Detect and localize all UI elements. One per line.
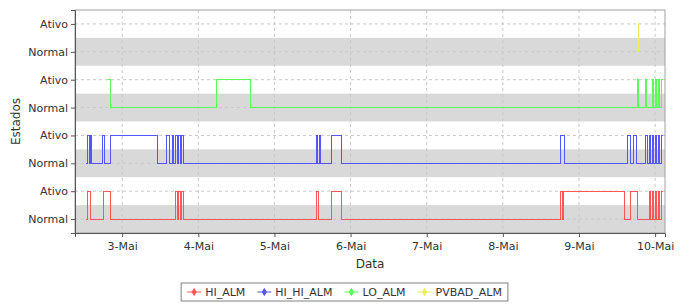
y-tick-label: Normal <box>28 213 68 226</box>
grid-line <box>502 10 503 233</box>
y-tick-mark <box>71 219 75 220</box>
y-tick: Ativo <box>40 74 75 87</box>
legend-item: HI_HI_ALM <box>257 286 332 299</box>
legend-marker <box>349 288 354 297</box>
band <box>75 38 665 66</box>
grid-line <box>122 10 123 233</box>
x-axis: 3-Mai 4-Mai 5-Mai 6-Mai 7-Mai 8-Mai 9-Mai 10-Ma… <box>76 233 675 253</box>
y-tick-mark <box>71 108 75 109</box>
x-tick: 3-Mai <box>108 233 138 253</box>
x-tick-label: 9-Mai <box>564 240 594 253</box>
legend: HI_ALM HI_HI_ALM LO_ALM PVBAD_ALM <box>181 283 508 301</box>
legend-label: LO_ALM <box>362 286 405 299</box>
x-axis-title: Data <box>356 257 385 271</box>
series-group <box>86 24 662 219</box>
x-tick: 7-Mai <box>412 233 442 253</box>
x-tick-label: 10-Mai <box>637 240 674 253</box>
grid-line <box>75 79 665 80</box>
legend-marker <box>422 288 427 297</box>
series-line <box>86 135 662 163</box>
y-tick-mark <box>71 52 75 53</box>
y-tick: Normal <box>28 157 75 170</box>
x-tick: 4-Mai <box>184 233 214 253</box>
legend-marker <box>192 288 197 297</box>
legend-label: PVBAD_ALM <box>436 286 502 299</box>
y-tick-mark <box>71 191 75 192</box>
series-line <box>108 80 662 108</box>
y-tick: Normal <box>28 46 75 59</box>
y-tick-label: Normal <box>28 46 68 59</box>
y-tick-label: Ativo <box>40 74 68 87</box>
grid-line <box>75 135 665 136</box>
x-tick-label: 4-Mai <box>184 240 214 253</box>
legend-item: LO_ALM <box>344 286 405 299</box>
y-tick-label: Normal <box>28 157 68 170</box>
y-tick: Ativo <box>40 185 75 198</box>
x-tick-mark <box>122 233 123 237</box>
y-tick-label: Ativo <box>40 18 68 31</box>
y-tick-label: Ativo <box>40 185 68 198</box>
grid-line <box>426 10 427 233</box>
x-tick-mark <box>579 233 580 237</box>
x-tick-mark <box>274 233 275 237</box>
y-tick-label: Normal <box>28 102 68 115</box>
y-tick-label: Ativo <box>40 129 68 142</box>
y-tick-mark <box>71 80 75 81</box>
legend-item: HI_ALM <box>187 286 245 299</box>
x-tick-mark <box>427 233 428 237</box>
y-axis-line <box>71 11 76 234</box>
plot-frame <box>75 10 665 233</box>
legend-marker <box>262 288 267 297</box>
legend-box <box>181 283 508 301</box>
y-tick-mark <box>71 135 75 136</box>
y-tick: Ativo <box>40 129 75 142</box>
grid-line <box>198 10 199 233</box>
grid-line <box>578 10 579 233</box>
series-line <box>86 191 662 219</box>
y-axis-title: Estados <box>9 98 23 145</box>
legend-label: HI_ALM <box>205 286 245 299</box>
x-tick: 6-Mai <box>336 233 366 253</box>
x-tick-mark <box>503 233 504 237</box>
x-tick: 10-Mai <box>637 233 674 253</box>
y-tick: Normal <box>28 102 75 115</box>
legend-label: HI_HI_ALM <box>275 286 332 299</box>
grid-line <box>75 23 665 24</box>
x-axis-line <box>76 234 666 238</box>
x-tick: 5-Mai <box>260 233 290 253</box>
grid-line <box>274 10 275 233</box>
x-tick-mark <box>351 233 352 237</box>
series-line <box>637 24 639 52</box>
grid-line <box>350 10 351 233</box>
x-tick-label: 5-Mai <box>260 240 290 253</box>
plot: 3-Mai 4-Mai 5-Mai 6-Mai 7-Mai 8-Mai 9-Mai 10-Ma… <box>28 10 674 253</box>
legend-item: PVBAD_ALM <box>418 286 502 299</box>
y-tick-mark <box>71 163 75 164</box>
x-tick-label: 7-Mai <box>412 240 442 253</box>
x-tick-mark <box>198 233 199 237</box>
x-tick-label: 3-Mai <box>108 240 138 253</box>
grid-line <box>75 51 665 52</box>
plot-background <box>75 10 665 233</box>
y-tick: Normal <box>28 213 75 226</box>
x-tick-label: 8-Mai <box>488 240 518 253</box>
y-axis: Normal Ativo Normal Ativo Normal Ativo Normal A… <box>28 11 75 234</box>
x-tick-mark <box>655 233 656 237</box>
chart: 3-Mai 4-Mai 5-Mai 6-Mai 7-Mai 8-Mai 9-Mai 10-Ma… <box>0 0 689 305</box>
y-tick-mark <box>71 24 75 25</box>
x-tick-label: 6-Mai <box>336 240 366 253</box>
y-tick: Ativo <box>40 18 75 31</box>
x-tick: 8-Mai <box>488 233 518 253</box>
x-tick: 9-Mai <box>564 233 594 253</box>
